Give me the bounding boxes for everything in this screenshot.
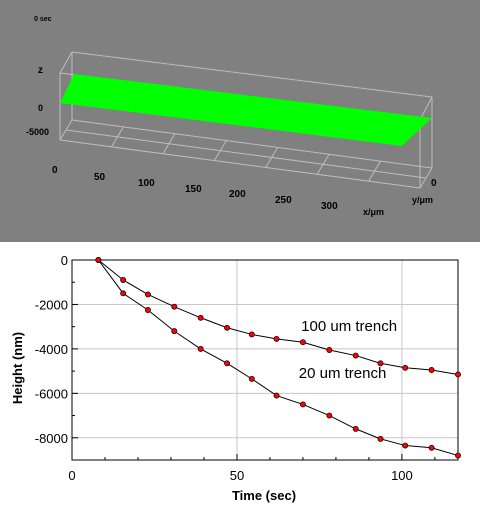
surface xyxy=(60,74,432,146)
x-axis-label: Time (sec) xyxy=(232,488,296,503)
x-tick-label: 50 xyxy=(94,172,106,183)
y-axis-label: Height (nm) xyxy=(10,332,25,404)
data-point xyxy=(144,307,151,313)
x-tick-label: 300 xyxy=(321,201,338,212)
height-vs-time-chart: 0 50 100 0 -2000 -4000 -6000 -8000 100 um trenc… xyxy=(0,242,480,510)
data-point xyxy=(273,335,280,342)
data-point xyxy=(224,360,231,367)
x-tick-label: 250 xyxy=(275,195,292,206)
data-point xyxy=(248,331,255,338)
data-point xyxy=(326,412,333,419)
series-line xyxy=(72,259,459,375)
data-point xyxy=(455,371,461,378)
data-point xyxy=(197,314,204,321)
y-tick-label: -6000 xyxy=(35,386,68,401)
x-tick-label: 200 xyxy=(229,189,246,200)
data-point xyxy=(95,257,102,263)
box-edge-bottom-front xyxy=(59,139,421,189)
data-point xyxy=(299,339,306,346)
y-tick-label: -2000 xyxy=(35,297,68,312)
box-edge-bottom-back xyxy=(71,119,433,169)
data-point xyxy=(197,345,204,352)
data-point xyxy=(248,375,255,382)
floor-grid-line xyxy=(65,129,427,179)
time-label: 0 sec xyxy=(34,16,52,23)
y-tick-label: -8000 xyxy=(35,431,68,446)
y-tick-label: 0 xyxy=(431,178,437,189)
x-tick-label: 100 xyxy=(138,178,155,189)
z-tick-label: 0 xyxy=(38,103,43,113)
data-point xyxy=(299,401,306,408)
data-point xyxy=(326,347,333,353)
chart-canvas: 0 50 100 0 -2000 -4000 -6000 -8000 100 um trenc… xyxy=(10,253,461,503)
3d-viewer-canvas: 0 sec z 0 -5000 0 50 100 150 200 250 xyxy=(26,16,437,217)
floor-grid xyxy=(65,126,427,182)
x-tick-label: 0 xyxy=(52,165,58,176)
data-point xyxy=(377,435,384,442)
data-point xyxy=(273,392,280,399)
annotations: 100 um trench 20 um trench xyxy=(299,318,397,382)
z-tick-label: -5000 xyxy=(26,127,49,137)
data-point xyxy=(428,367,435,373)
grid xyxy=(71,259,458,460)
x-tick-label: 0 xyxy=(68,468,75,483)
box-edge-top-left xyxy=(59,51,73,74)
data-point xyxy=(402,442,409,449)
x-tick-label: 100 xyxy=(391,468,413,483)
series-annotation: 100 um trench xyxy=(301,318,397,335)
y-tick-label: 0 xyxy=(61,253,68,268)
data-point xyxy=(224,324,231,331)
3d-viewer-panel: 0 sec z 0 -5000 0 50 100 150 200 250 xyxy=(0,0,480,242)
box-edge-top-back xyxy=(71,51,433,98)
data-point xyxy=(171,303,178,310)
box-edge-top-right xyxy=(419,96,433,121)
data-point xyxy=(455,452,461,459)
x-tick-label: 50 xyxy=(230,468,244,483)
data-point xyxy=(171,328,178,335)
data-point xyxy=(120,290,127,297)
data-point xyxy=(144,291,151,298)
plot-frame xyxy=(71,259,459,461)
y-axis-label: y/μm xyxy=(412,195,433,205)
data-point xyxy=(120,277,127,283)
data-point xyxy=(428,444,435,451)
series xyxy=(72,257,461,459)
x-axis-label: x/μm xyxy=(363,207,384,217)
series-annotation: 20 um trench xyxy=(299,365,387,382)
data-point xyxy=(352,425,359,432)
series-line xyxy=(72,259,459,457)
data-point xyxy=(352,352,359,359)
z-axis-label: z xyxy=(38,65,43,76)
data-point xyxy=(402,364,409,371)
x-tick-label: 150 xyxy=(185,184,202,195)
y-tick-label: -4000 xyxy=(35,342,68,357)
data-point xyxy=(377,360,384,367)
ticks: 0 50 100 0 -2000 -4000 -6000 -8000 xyxy=(35,253,436,483)
